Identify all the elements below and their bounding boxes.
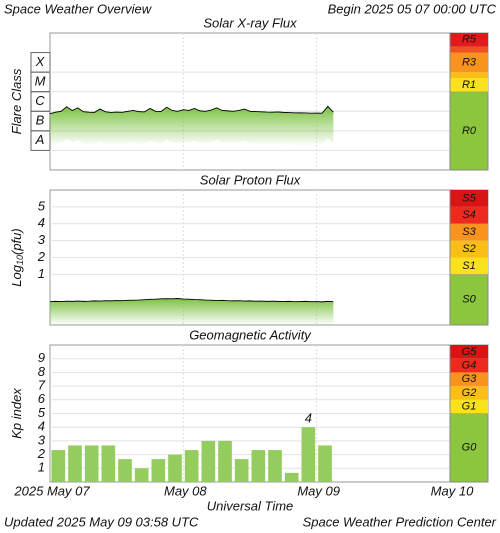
level-label: G3 bbox=[462, 373, 478, 385]
y-tick-label: 8 bbox=[38, 364, 46, 379]
page-title: Space Weather Overview bbox=[4, 1, 153, 16]
y-tick-label: 6 bbox=[38, 391, 46, 406]
y-tick-label: 5 bbox=[38, 405, 46, 420]
kp-bar bbox=[201, 440, 216, 482]
y-tick-label: 9 bbox=[38, 350, 45, 365]
y-tick-label: X bbox=[35, 54, 46, 69]
panel-title: Solar Proton Flux bbox=[200, 172, 301, 187]
y-tick-label: 1 bbox=[38, 460, 45, 475]
level-label: R3 bbox=[462, 56, 477, 68]
level-band bbox=[450, 206, 488, 224]
level-band bbox=[450, 33, 488, 47]
y-label-sub: 10 bbox=[15, 255, 25, 265]
x-tick-label: May 08 bbox=[164, 483, 207, 498]
level-band bbox=[449, 273, 489, 326]
level-label: R5 bbox=[462, 34, 477, 46]
level-label: S5 bbox=[462, 192, 476, 204]
y-label-text: Log bbox=[9, 264, 24, 286]
level-band bbox=[450, 46, 488, 53]
level-label: G0 bbox=[462, 442, 478, 454]
y-label-text: Kp index bbox=[9, 388, 24, 439]
level-label: S2 bbox=[462, 243, 475, 255]
kp-bar bbox=[118, 459, 132, 482]
y-tick-label: 2 bbox=[37, 249, 46, 264]
flux-area bbox=[50, 298, 334, 325]
y-tick-label: 2 bbox=[37, 446, 46, 461]
level-band bbox=[450, 190, 488, 207]
level-band bbox=[450, 72, 488, 79]
level-band bbox=[450, 52, 488, 73]
panel-title: Solar X-ray Flux bbox=[203, 15, 297, 30]
level-label: S3 bbox=[462, 226, 476, 238]
begin-time: Begin 2025 05 07 00:00 UTC bbox=[328, 1, 497, 16]
level-label: G4 bbox=[462, 359, 477, 371]
y-tick-label: B bbox=[36, 113, 45, 128]
kp-bar bbox=[301, 427, 316, 482]
kp-bar bbox=[51, 450, 66, 482]
y-tick-label: 3 bbox=[38, 432, 46, 447]
y-label-suffix: (pfu) bbox=[9, 228, 24, 255]
value-label: 4 bbox=[305, 411, 312, 426]
x-tick-label: May 09 bbox=[297, 483, 340, 498]
panel-title: Geomagnetic Activity bbox=[189, 327, 312, 342]
kp-bar bbox=[84, 445, 99, 482]
y-tick-label: 1 bbox=[38, 266, 45, 281]
level-band bbox=[450, 240, 488, 258]
level-band bbox=[450, 345, 488, 359]
y-label-text: Flare Class bbox=[9, 68, 24, 134]
level-band bbox=[449, 91, 489, 171]
kp-bar bbox=[68, 445, 82, 482]
x-tick-label: 2025 May 07 bbox=[13, 483, 90, 498]
y-axis-label: Flare Class bbox=[9, 68, 24, 134]
level-band bbox=[449, 413, 489, 483]
y-axis-label: Log10(pfu) bbox=[9, 228, 25, 286]
level-label: G1 bbox=[462, 401, 477, 413]
level-band bbox=[450, 386, 488, 400]
plot-area bbox=[49, 32, 489, 171]
kp-bar bbox=[218, 440, 232, 482]
level-label: S0 bbox=[462, 294, 476, 306]
flux-line bbox=[49, 298, 334, 303]
y-tick-label: 4 bbox=[38, 419, 45, 434]
kp-bar bbox=[284, 472, 299, 482]
kp-bar bbox=[318, 445, 332, 482]
updated-time: Updated 2025 May 09 03:58 UTC bbox=[4, 514, 199, 529]
kp-bar bbox=[101, 445, 116, 482]
flux-line bbox=[49, 105, 334, 115]
kp-bar bbox=[268, 450, 282, 482]
y-tick-label: C bbox=[35, 93, 45, 108]
level-band bbox=[450, 399, 488, 414]
y-tick-label: 4 bbox=[38, 215, 45, 230]
level-band bbox=[450, 257, 488, 275]
kp-bar bbox=[151, 459, 166, 482]
y-axis-label: Kp index bbox=[9, 388, 24, 439]
level-label: G2 bbox=[462, 387, 477, 399]
level-label: R0 bbox=[462, 125, 477, 137]
kp-bar bbox=[134, 468, 149, 482]
level-band bbox=[450, 358, 488, 373]
flux-area bbox=[50, 106, 334, 146]
level-band bbox=[450, 78, 488, 92]
class-box bbox=[30, 52, 51, 73]
level-label: G5 bbox=[462, 346, 478, 358]
kp-bar bbox=[168, 454, 182, 482]
x-tick-label: May 10 bbox=[431, 483, 474, 498]
x-axis-title: Universal Time bbox=[207, 498, 294, 513]
y-tick-label: 5 bbox=[38, 198, 46, 213]
kp-bar bbox=[234, 459, 249, 482]
level-label: S1 bbox=[462, 260, 475, 272]
y-tick-label: A bbox=[35, 132, 45, 147]
y-tick-label: M bbox=[35, 73, 46, 88]
y-tick-label: 7 bbox=[38, 378, 46, 393]
kp-bar bbox=[184, 450, 199, 482]
level-band bbox=[450, 223, 488, 241]
level-band bbox=[450, 372, 488, 387]
kp-bar bbox=[251, 450, 266, 482]
y-tick-label: 3 bbox=[38, 232, 46, 247]
level-label: R1 bbox=[462, 79, 476, 91]
source: Space Weather Prediction Center bbox=[303, 514, 497, 529]
level-label: S4 bbox=[462, 209, 475, 221]
